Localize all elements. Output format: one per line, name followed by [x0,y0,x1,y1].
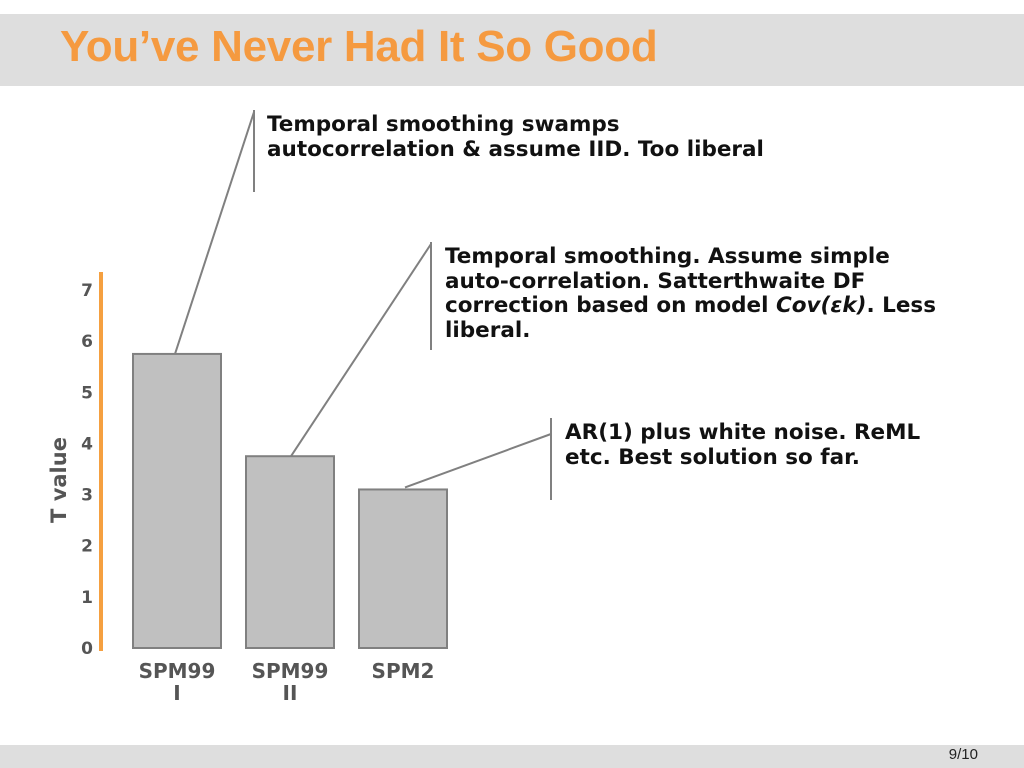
y-tick-label: 2 [81,537,93,557]
annotation-leader-line [174,111,255,355]
y-tick-label: 6 [81,332,93,352]
annotation-spm99-ii-text: Temporal smoothing. Assume simple auto-c… [445,244,890,318]
annotation-spm99-ii-italic: Cov(εk) [775,293,867,318]
x-tick-label: SPM2 [372,659,435,683]
annotation-spm99-i: Temporal smoothing swamps autocorrelatio… [267,112,764,162]
x-tick-label: I [173,681,180,705]
y-tick-label: 0 [81,639,93,659]
x-tick-label: II [283,681,298,705]
slide-title: You’ve Never Had It So Good [60,22,658,71]
bar [245,455,335,650]
footer-bar [0,745,1024,768]
y-tick-label: 5 [81,383,93,403]
y-tick-label: 3 [81,486,93,506]
annotation-leader-line [404,433,552,489]
y-tick-label: 7 [81,281,93,301]
bar [132,352,222,649]
annotation-spm99-ii: Temporal smoothing. Assume simple auto-c… [445,244,955,343]
annotation-leader-line [290,243,432,457]
x-tick-label: SPM99 [139,659,216,683]
y-tick-label: 4 [81,434,93,454]
page-number: 9/10 [948,746,978,763]
title-bar [0,14,1024,86]
y-tick-label: 1 [81,588,93,608]
y-axis-label: T value [47,437,71,523]
bar [358,488,448,650]
annotation-spm2: AR(1) plus white noise. ReML etc. Best s… [565,420,921,470]
x-tick-label: SPM99 [252,659,329,683]
annotation-spm99-ii-tail: . Less liberal. [445,293,936,343]
